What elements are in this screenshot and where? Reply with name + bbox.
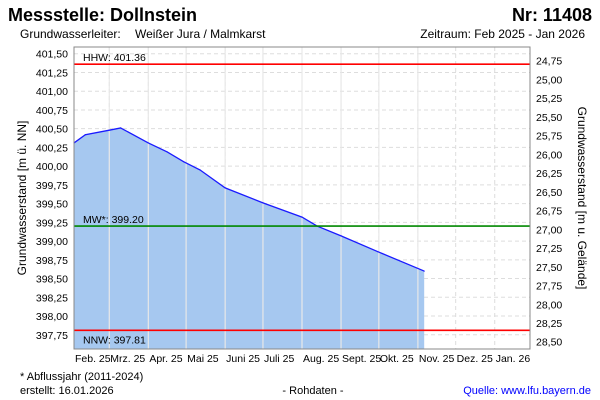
y-tick-label: 401,50 [36, 49, 68, 61]
y-tick-label: 397,75 [36, 330, 68, 342]
y-tick-label-right: 27,75 [536, 281, 562, 293]
y-tick-label-right: 26,25 [536, 168, 562, 180]
data-point [147, 142, 149, 144]
y-tick-label-right: 26,00 [536, 149, 562, 161]
y-tick-label-right: 27,00 [536, 224, 562, 236]
y-tick-label: 398,50 [36, 274, 68, 286]
plot-frame [73, 46, 531, 350]
hhw-label: HHW: 401.36 [83, 52, 146, 64]
y-tick-label-right: 25,25 [536, 93, 562, 105]
data-point [84, 134, 86, 136]
data-point [199, 169, 201, 171]
data-point [224, 187, 226, 189]
y-axis-label-left: Grundwasserstand [m ü. NN] [15, 121, 29, 276]
y-tick-label: 401,00 [36, 86, 68, 98]
data-point [262, 202, 264, 204]
y-tick-label: 400,25 [36, 142, 68, 154]
y-tick-label-right: 27,50 [536, 262, 562, 274]
y-tick-label-right: 25,00 [536, 74, 562, 86]
data-point [166, 151, 168, 153]
y-tick-label-right: 28,00 [536, 299, 562, 311]
data-point [301, 216, 303, 218]
period: Zeitraum: Feb 2025 - Jan 2026 [420, 27, 585, 41]
x-tick-label: Mrz. 25 [110, 353, 145, 365]
x-tick-label: Juli 25 [264, 353, 295, 365]
x-tick-label: Feb. 25 [75, 353, 111, 365]
y-tick-label: 400,75 [36, 105, 68, 117]
y-tick-label-right: 28,50 [536, 337, 562, 349]
y-tick-label: 398,25 [36, 292, 68, 304]
y-tick-label-right: 28,25 [536, 318, 562, 330]
y-tick-label: 398,00 [36, 311, 68, 323]
data-point [376, 250, 379, 253]
data-point [340, 235, 342, 237]
y-tick-label: 399,50 [36, 199, 68, 211]
station-title: Messstelle: Dollnstein [8, 5, 197, 25]
y-tick-label: 400,50 [36, 124, 68, 136]
y-tick-label: 399,75 [36, 180, 68, 192]
y-tick-label: 400,00 [36, 161, 68, 173]
x-tick-label: Aug. 25 [303, 353, 339, 365]
data-point [120, 127, 122, 129]
rawdata-label: - Rohdaten - [282, 385, 343, 397]
y-tick-label-right: 26,50 [536, 187, 562, 199]
station-number: Nr: 11408 [512, 5, 592, 25]
source-link[interactable]: Quelle: www.lfu.bayern.de [463, 385, 591, 397]
y-tick-label-right: 27,25 [536, 243, 562, 255]
data-point [423, 270, 425, 272]
x-tick-label: Nov. 25 [419, 353, 455, 365]
x-tick-label: Apr. 25 [149, 353, 182, 365]
x-tick-label: Mai 25 [187, 353, 219, 365]
y-tick-label: 398,75 [36, 255, 68, 267]
x-tick-label: Juni 25 [226, 353, 260, 365]
y-tick-label-right: 25,75 [536, 131, 562, 143]
y-tick-label-right: 25,50 [536, 112, 562, 124]
y-tick-label: 401,25 [36, 67, 68, 79]
aquifer-label: Grundwasserleiter: [20, 27, 121, 41]
data-point [182, 161, 185, 163]
y-tick-label: 399,00 [36, 236, 68, 248]
y-tick-label-right: 26,75 [536, 206, 562, 218]
y-tick-label-right: 24,75 [536, 56, 562, 68]
x-tick-label: Okt. 25 [380, 353, 414, 365]
data-point [108, 129, 110, 131]
footnote: * Abflussjahr (2011-2024) [20, 371, 143, 383]
series-area [74, 127, 425, 349]
y-tick-label: 399,25 [36, 217, 68, 229]
aquifer-value: Weißer Jura / Malmkarst [135, 27, 266, 41]
created-date: erstellt: 16.01.2026 [20, 385, 114, 397]
x-tick-label: Dez. 25 [457, 353, 493, 365]
x-tick-label: Sept. 25 [342, 353, 381, 365]
x-tick-label: Jan. 26 [496, 353, 531, 365]
mw-label: MW*: 399.20 [83, 214, 144, 226]
nnw-label: NNW: 397.81 [83, 334, 146, 346]
y-axis-label-right: Grundwasserstand [m u. Gelände] [575, 107, 589, 290]
